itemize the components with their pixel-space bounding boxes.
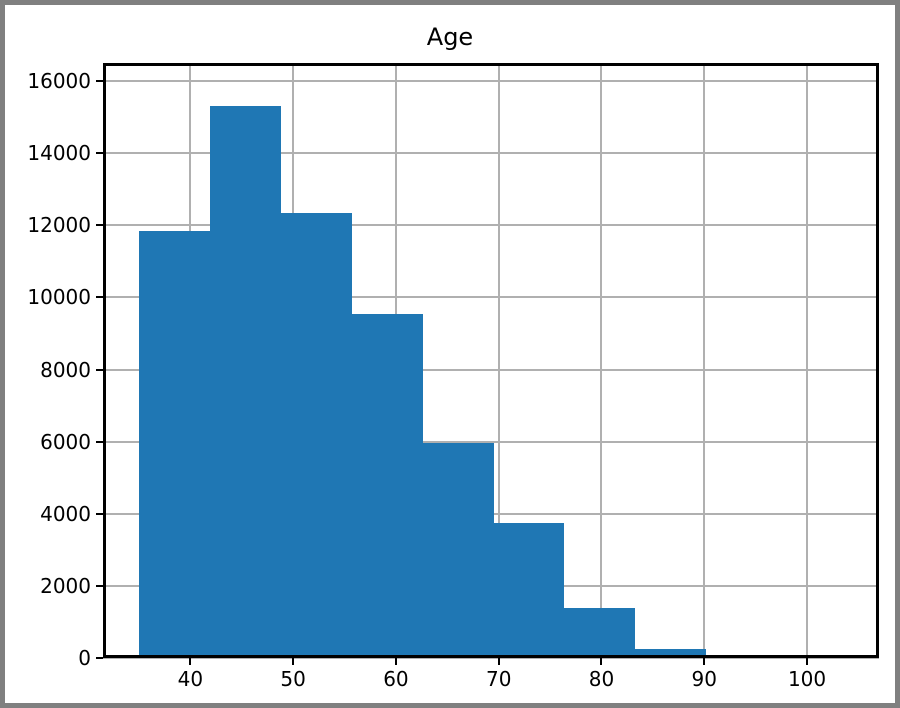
x-tick-label: 50 — [280, 667, 305, 691]
histogram-bar — [352, 314, 423, 655]
y-tick-mark — [96, 296, 103, 298]
y-tick-label: 12000 — [27, 213, 91, 237]
x-tick-mark — [498, 658, 500, 665]
y-tick-label: 6000 — [40, 430, 91, 454]
x-tick-mark — [806, 658, 808, 665]
y-tick-mark — [96, 513, 103, 515]
y-tick-label: 14000 — [27, 141, 91, 165]
y-tick-label: 10000 — [27, 285, 91, 309]
x-tick-mark — [189, 658, 191, 665]
histogram-bar — [210, 106, 281, 655]
x-tick-mark — [600, 658, 602, 665]
grid-line-horizontal — [103, 80, 879, 82]
y-tick-label: 2000 — [40, 574, 91, 598]
y-tick-mark — [96, 657, 103, 659]
chart-frame: Age 40 50 60 70 80 90 100 0 2000 4000 6000 8000 1000… — [0, 0, 900, 708]
x-tick-label: 60 — [383, 667, 408, 691]
histogram-bar — [564, 608, 635, 655]
y-tick-label: 8000 — [40, 358, 91, 382]
y-tick-mark — [96, 585, 103, 587]
histogram-bar — [139, 231, 210, 655]
y-tick-label: 16000 — [27, 69, 91, 93]
y-tick-mark — [96, 369, 103, 371]
x-tick-label: 40 — [178, 667, 203, 691]
y-tick-label: 0 — [78, 646, 91, 670]
x-tick-label: 70 — [486, 667, 511, 691]
axis-spine-top — [103, 63, 879, 66]
axis-spine-left — [103, 63, 106, 658]
histogram-bar — [494, 523, 565, 655]
histogram-bar — [423, 443, 494, 655]
chart-title: Age — [5, 23, 895, 51]
x-tick-mark — [703, 658, 705, 665]
x-tick-mark — [292, 658, 294, 665]
x-tick-label: 80 — [589, 667, 614, 691]
x-tick-label: 90 — [692, 667, 717, 691]
axis-spine-right — [876, 63, 879, 658]
x-tick-mark — [395, 658, 397, 665]
histogram-bar — [281, 213, 352, 655]
axis-spine-bottom — [103, 655, 879, 658]
y-tick-mark — [96, 80, 103, 82]
y-tick-mark — [96, 441, 103, 443]
x-tick-label: 100 — [788, 667, 826, 691]
y-tick-mark — [96, 224, 103, 226]
plot-area — [103, 63, 879, 658]
y-tick-mark — [96, 152, 103, 154]
y-tick-label: 4000 — [40, 502, 91, 526]
